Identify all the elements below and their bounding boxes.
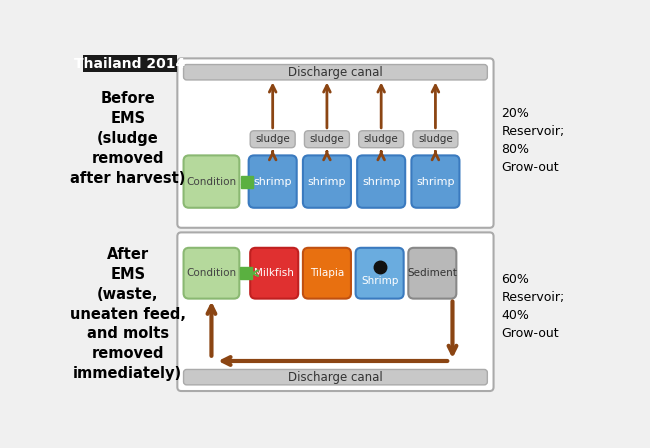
FancyBboxPatch shape	[411, 155, 460, 208]
Text: shrimp: shrimp	[416, 177, 455, 186]
Text: Discharge canal: Discharge canal	[288, 66, 383, 79]
FancyBboxPatch shape	[249, 155, 296, 208]
FancyBboxPatch shape	[357, 155, 405, 208]
Text: shrimp: shrimp	[362, 177, 400, 186]
Text: Sediment: Sediment	[408, 268, 457, 278]
FancyBboxPatch shape	[83, 55, 177, 72]
Text: Discharge canal: Discharge canal	[288, 370, 383, 383]
Text: sludge: sludge	[309, 134, 344, 144]
Text: shrimp: shrimp	[307, 177, 346, 186]
FancyBboxPatch shape	[183, 248, 239, 299]
FancyBboxPatch shape	[250, 248, 298, 299]
Text: After
EMS
(waste,
uneaten feed,
and molts
removed
immediately): After EMS (waste, uneaten feed, and molt…	[70, 247, 186, 381]
Text: 20%
Reservoir;
80%
Grow-out: 20% Reservoir; 80% Grow-out	[501, 107, 565, 174]
Text: Condition: Condition	[187, 177, 237, 186]
Text: Before
EMS
(sludge
removed
after harvest): Before EMS (sludge removed after harvest…	[70, 91, 185, 185]
FancyBboxPatch shape	[250, 131, 295, 148]
FancyBboxPatch shape	[356, 248, 404, 299]
FancyBboxPatch shape	[183, 65, 488, 80]
FancyBboxPatch shape	[183, 370, 488, 385]
Text: Milkfish: Milkfish	[254, 268, 294, 278]
FancyBboxPatch shape	[413, 131, 458, 148]
FancyBboxPatch shape	[304, 131, 350, 148]
Text: Condition: Condition	[187, 268, 237, 278]
FancyBboxPatch shape	[177, 58, 493, 228]
FancyBboxPatch shape	[303, 155, 351, 208]
FancyBboxPatch shape	[177, 233, 493, 391]
Text: Tilapia: Tilapia	[310, 268, 344, 278]
FancyBboxPatch shape	[359, 131, 404, 148]
Text: 60%
Reservoir;
40%
Grow-out: 60% Reservoir; 40% Grow-out	[501, 273, 565, 340]
Text: sludge: sludge	[418, 134, 453, 144]
Text: shrimp: shrimp	[254, 177, 292, 186]
Text: Thailand 2014: Thailand 2014	[75, 57, 186, 71]
FancyBboxPatch shape	[408, 248, 456, 299]
FancyBboxPatch shape	[303, 248, 351, 299]
FancyBboxPatch shape	[183, 155, 239, 208]
Text: sludge: sludge	[364, 134, 398, 144]
Text: Shrimp: Shrimp	[361, 276, 398, 286]
Text: sludge: sludge	[255, 134, 290, 144]
